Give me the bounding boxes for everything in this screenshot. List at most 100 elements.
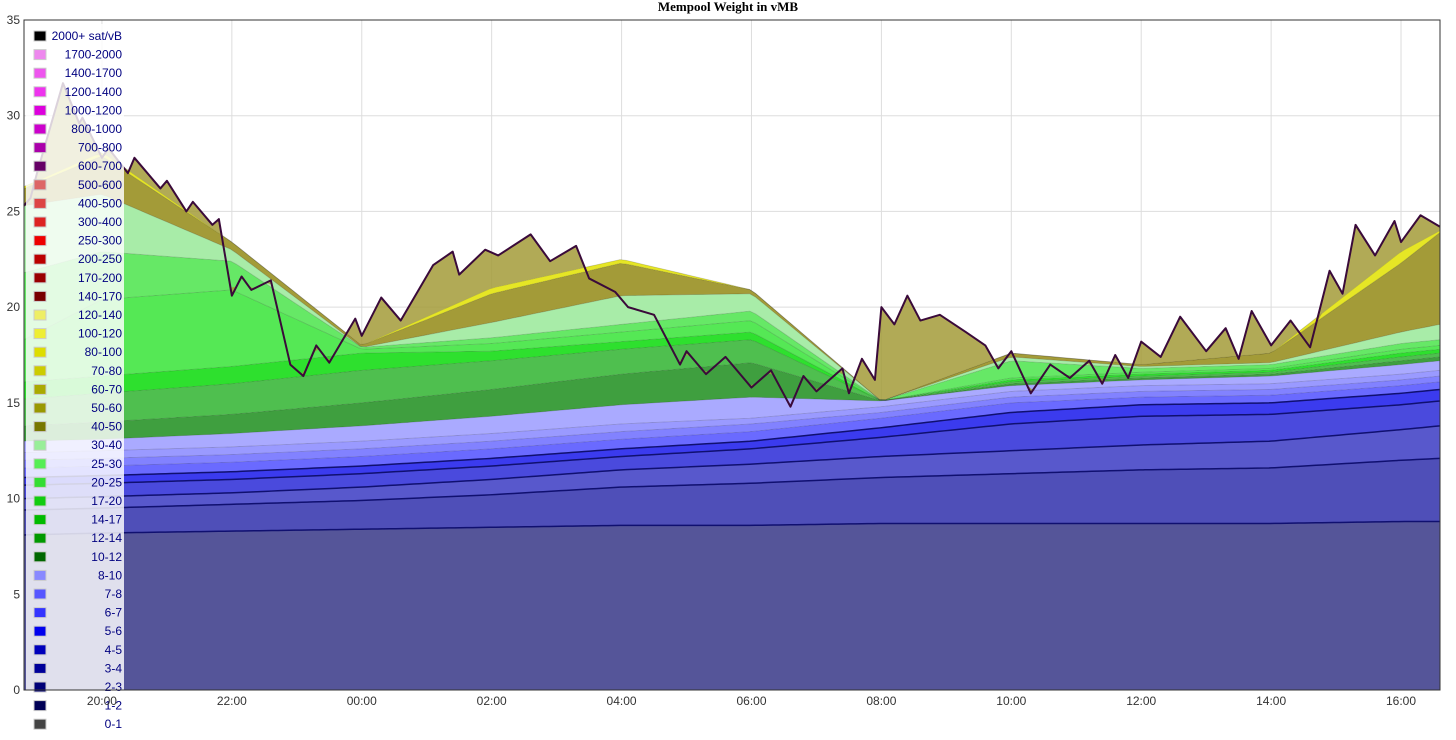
legend-swatch	[33, 625, 47, 637]
legend: 2000+ sat/vB 1700-2000 1400-1700 1200-1400 1…	[26, 24, 124, 737]
y-tick-label: 0	[13, 683, 20, 697]
legend-swatch	[33, 216, 47, 228]
legend-swatch	[33, 272, 47, 284]
legend-label: 400-500	[78, 196, 122, 210]
x-tick-label: 08:00	[866, 694, 896, 708]
legend-swatch	[33, 495, 47, 507]
band-boundary-20-25	[23, 251, 1441, 401]
legend-label: 0-1	[105, 717, 123, 731]
legend-swatch	[33, 458, 47, 470]
x-tick-label: 20:00	[87, 694, 117, 708]
legend-label: 170-200	[78, 271, 122, 285]
x-tick-label: 14:00	[1256, 694, 1286, 708]
band-boundary-0-1	[23, 520, 1440, 536]
band-boundary-14-17	[23, 331, 1441, 401]
legend-swatch	[33, 290, 47, 302]
legend-label: 1400-1700	[65, 66, 123, 80]
legend-label: 12-14	[91, 531, 122, 545]
area-20-25	[24, 251, 1440, 401]
legend-label: 2000+ sat/vB	[52, 29, 122, 43]
legend-swatch	[33, 700, 47, 712]
y-tick-label: 15	[7, 396, 21, 410]
legend-swatch	[33, 346, 47, 358]
legend-label: 2-3	[105, 680, 123, 694]
legend-swatch	[33, 197, 47, 209]
stacked-areas	[23, 152, 1441, 690]
legend-label: 1700-2000	[65, 48, 123, 62]
legend-swatch	[33, 104, 47, 116]
legend-label: 140-170	[78, 289, 122, 303]
y-tick-label: 20	[7, 300, 21, 314]
band-boundary-12-14	[23, 339, 1441, 401]
total-outline	[23, 82, 1441, 408]
legend-label: 1-2	[105, 699, 123, 713]
axes: 0 5 10 15 20 25 30 35 20:00 22:00 00:00 02:00 04:00 0…	[7, 13, 1441, 708]
legend-swatch	[33, 476, 47, 488]
band-boundary-3-4	[23, 400, 1441, 486]
area-30-40	[24, 194, 1440, 400]
y-tick-label: 30	[7, 109, 21, 123]
legend-swatch	[33, 439, 47, 451]
band-boundary-5-6	[23, 381, 1441, 469]
legend-label: 500-600	[78, 178, 122, 192]
legend-label: 3-4	[105, 661, 123, 675]
legend-swatch	[33, 253, 47, 265]
band-boundary-2-3	[23, 425, 1441, 500]
band-boundary-17-20	[23, 289, 1441, 401]
area-8-10	[24, 360, 1440, 453]
legend-swatch	[33, 179, 47, 191]
legend-swatch	[33, 383, 47, 395]
x-tick-label: 00:00	[347, 694, 377, 708]
area-7-8	[24, 370, 1440, 461]
legend-swatch	[33, 160, 47, 172]
plot-border	[23, 19, 1441, 691]
legend-label: 5-6	[105, 624, 123, 638]
legend-label: 250-300	[78, 234, 122, 248]
legend-swatch	[33, 365, 47, 377]
legend-label: 20-25	[91, 475, 122, 489]
x-tick-label: 22:00	[217, 694, 247, 708]
legend-swatch	[33, 588, 47, 600]
total-outline-line	[23, 82, 1441, 408]
legend-swatch	[33, 718, 47, 730]
y-tick-label: 5	[13, 587, 20, 601]
legend-label: 17-20	[91, 494, 122, 508]
legend-swatch	[33, 662, 47, 674]
legend-swatch	[33, 551, 47, 563]
area-5-6	[24, 381, 1440, 478]
legend-swatch	[33, 569, 47, 581]
legend-label: 1000-1200	[65, 103, 123, 117]
legend-swatch	[33, 402, 47, 414]
legend-label: 300-400	[78, 215, 122, 229]
x-tick-label: 12:00	[1126, 694, 1156, 708]
legend-swatch	[33, 607, 47, 619]
chart-title: Mempool Weight in vMB	[657, 0, 799, 14]
legend-swatch	[33, 235, 47, 247]
legend-label: 70-80	[91, 364, 122, 378]
legend-label: 8-10	[98, 568, 122, 582]
legend-label: 120-140	[78, 308, 122, 322]
legend-label: 200-250	[78, 252, 122, 266]
area-top-fill	[24, 83, 1440, 407]
x-tick-label: 06:00	[736, 694, 766, 708]
legend-swatch	[33, 681, 47, 693]
legend-swatch	[33, 328, 47, 340]
legend-label: 60-70	[91, 382, 122, 396]
legend-label: 14-17	[91, 513, 122, 527]
y-tick-label: 25	[7, 204, 21, 218]
band-boundary-30-40	[23, 193, 1441, 400]
legend-swatch	[33, 514, 47, 526]
area-1-2	[24, 458, 1440, 535]
legend-label: 4-5	[105, 643, 123, 657]
legend-swatch	[33, 123, 47, 135]
y-tick-label: 10	[7, 492, 21, 506]
legend-label: 800-1000	[71, 122, 122, 136]
x-tick-label: 10:00	[996, 694, 1026, 708]
band-boundary-1-2	[23, 457, 1441, 511]
legend-label: 40-50	[91, 420, 122, 434]
legend-swatch	[33, 644, 47, 656]
legend-swatch	[33, 67, 47, 79]
legend-label: 600-700	[78, 159, 122, 173]
area-4-5	[24, 389, 1440, 486]
